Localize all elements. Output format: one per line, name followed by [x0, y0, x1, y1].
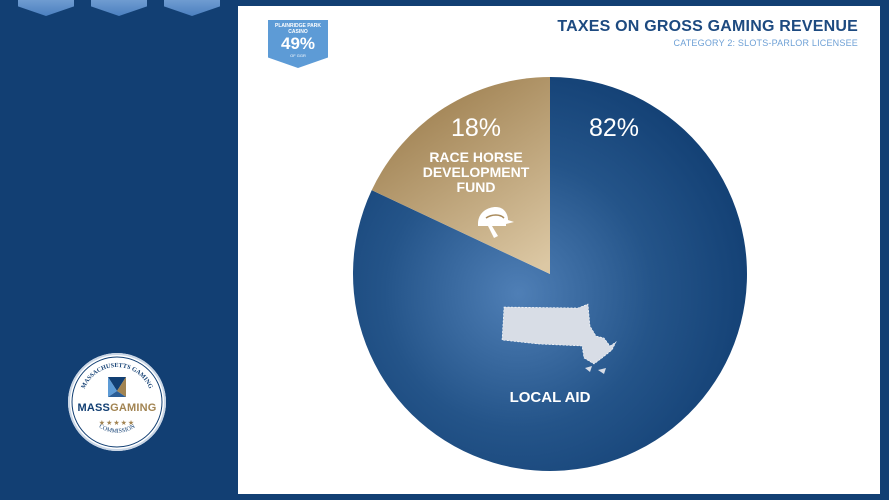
logo-ring-bottom-text: COMMISSION: [98, 423, 137, 434]
badge-label: PLAINRIDGE PARK CASINO: [274, 23, 322, 35]
chart-title: TAXES ON GROSS GAMING REVENUE: [557, 18, 858, 35]
logo-emblem-icon: [108, 377, 126, 397]
slice-label-race-horse-fund-line-1: RACE HORSE: [429, 149, 522, 165]
nav-tab-1[interactable]: [18, 0, 74, 16]
slice-value-label-race-horse-fund: 18%: [451, 114, 501, 142]
logo-word-mass: MASS: [77, 402, 111, 414]
svg-text:COMMISSION: COMMISSION: [98, 423, 137, 434]
massachusetts-map-icon: [501, 303, 617, 374]
logo-ring: MASSACHUSETTS GAMING COMMISSION: [71, 356, 163, 448]
logo-word-gaming: GAMING: [110, 402, 157, 414]
nav-tab-3[interactable]: [164, 0, 220, 16]
slice-label-race-horse-fund-line-2: DEVELOPMENT: [423, 164, 530, 180]
horse-racing-helmet-icon: [478, 207, 514, 238]
chart-subtitle: CATEGORY 2: SLOTS-PARLOR LICENSEE: [673, 38, 858, 48]
logo-stars: ★★★★★: [98, 420, 136, 427]
nav-tab-2[interactable]: [91, 0, 147, 16]
slice-label-local-aid: LOCAL AID: [510, 389, 591, 406]
logo-wordmark: MASSGAMING: [68, 402, 166, 414]
sidebar: MASSACHUSETTS GAMING COMMISSION MASSGAMI…: [0, 0, 238, 500]
slice-label-race-horse-fund-line-3: FUND: [457, 179, 496, 195]
mass-gaming-logo: MASSACHUSETTS GAMING COMMISSION MASSGAMI…: [68, 353, 166, 451]
badge-value: 49%: [280, 34, 316, 53]
casino-badge: PLAINRIDGE PARK CASINO 49% OF GGR: [268, 20, 328, 68]
main-panel: TAXES ON GROSS GAMING REVENUE CATEGORY 2…: [238, 6, 880, 494]
slice-value-label-local-aid: 82%: [589, 114, 639, 142]
badge-note: OF GGR: [290, 53, 306, 58]
